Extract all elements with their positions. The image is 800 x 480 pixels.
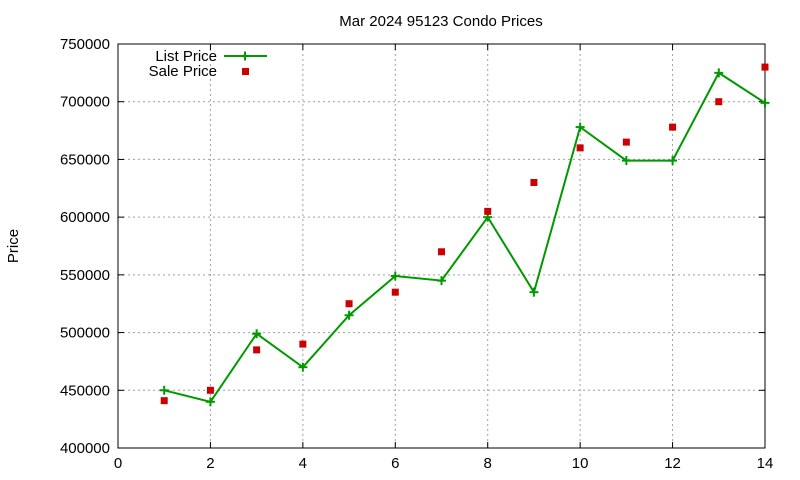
x-tick-label: 4	[299, 455, 307, 472]
legend: List Price Sale Price	[149, 48, 267, 80]
list-price-point	[205, 397, 215, 407]
chart-title: Mar 2024 95123 Condo Prices	[339, 13, 542, 30]
axis-ticks: 0 2 4 6 8 10 12 14 400000 450000 500000 550000 60000…	[60, 36, 773, 472]
y-tick-label: 750000	[60, 36, 110, 53]
sale-price-point	[206, 386, 214, 394]
legend-label-list-price: List Price	[155, 48, 217, 65]
x-tick-label: 10	[572, 455, 589, 472]
series-layer	[159, 63, 770, 407]
sale-price-point	[622, 138, 630, 146]
list-price-point	[344, 310, 354, 320]
list-price-point	[529, 287, 539, 297]
x-tick-label: 14	[757, 455, 774, 472]
y-tick-label: 450000	[60, 382, 110, 399]
legend-label-sale-price: Sale Price	[149, 63, 217, 80]
y-axis-label: Price	[5, 229, 22, 263]
plot-frame	[117, 43, 766, 449]
list-price-point	[252, 329, 262, 339]
sale-price-point	[715, 98, 723, 106]
sale-price-point	[576, 144, 584, 152]
list-price-point	[575, 122, 585, 132]
y-tick-label: 600000	[60, 209, 110, 226]
x-tick-label: 2	[206, 455, 214, 472]
sale-price-point	[391, 288, 399, 296]
legend-swatch-sale-price	[242, 68, 249, 75]
sale-price-point	[160, 397, 168, 405]
sale-price-point	[484, 207, 492, 215]
y-tick-label: 700000	[60, 94, 110, 111]
list-price-point	[668, 156, 678, 166]
list-price-point	[621, 156, 631, 166]
list-price-point	[760, 98, 770, 108]
y-tick-label: 400000	[60, 440, 110, 457]
y-tick-label: 500000	[60, 325, 110, 342]
list-price-point	[714, 68, 724, 78]
list-price-point	[390, 271, 400, 281]
list-price-point	[159, 385, 169, 395]
x-tick-label: 0	[114, 455, 122, 472]
grid-lines	[118, 44, 765, 448]
legend-swatch-list-price	[224, 51, 267, 61]
sale-price-point	[669, 123, 677, 131]
y-tick-label: 650000	[60, 151, 110, 168]
sale-price-point	[530, 179, 538, 187]
list-price-point	[437, 276, 446, 286]
list-price-point	[298, 362, 308, 372]
x-tick-label: 8	[484, 455, 492, 472]
sale-price-point	[761, 63, 769, 71]
list-price-line	[163, 71, 766, 403]
sale-price-point	[438, 248, 445, 256]
x-tick-label: 6	[391, 455, 399, 472]
sale-price-point	[253, 346, 261, 354]
sale-price-point	[345, 300, 353, 308]
x-tick-label: 12	[664, 455, 681, 472]
sale-price-point	[299, 340, 307, 348]
y-tick-label: 550000	[60, 267, 110, 284]
